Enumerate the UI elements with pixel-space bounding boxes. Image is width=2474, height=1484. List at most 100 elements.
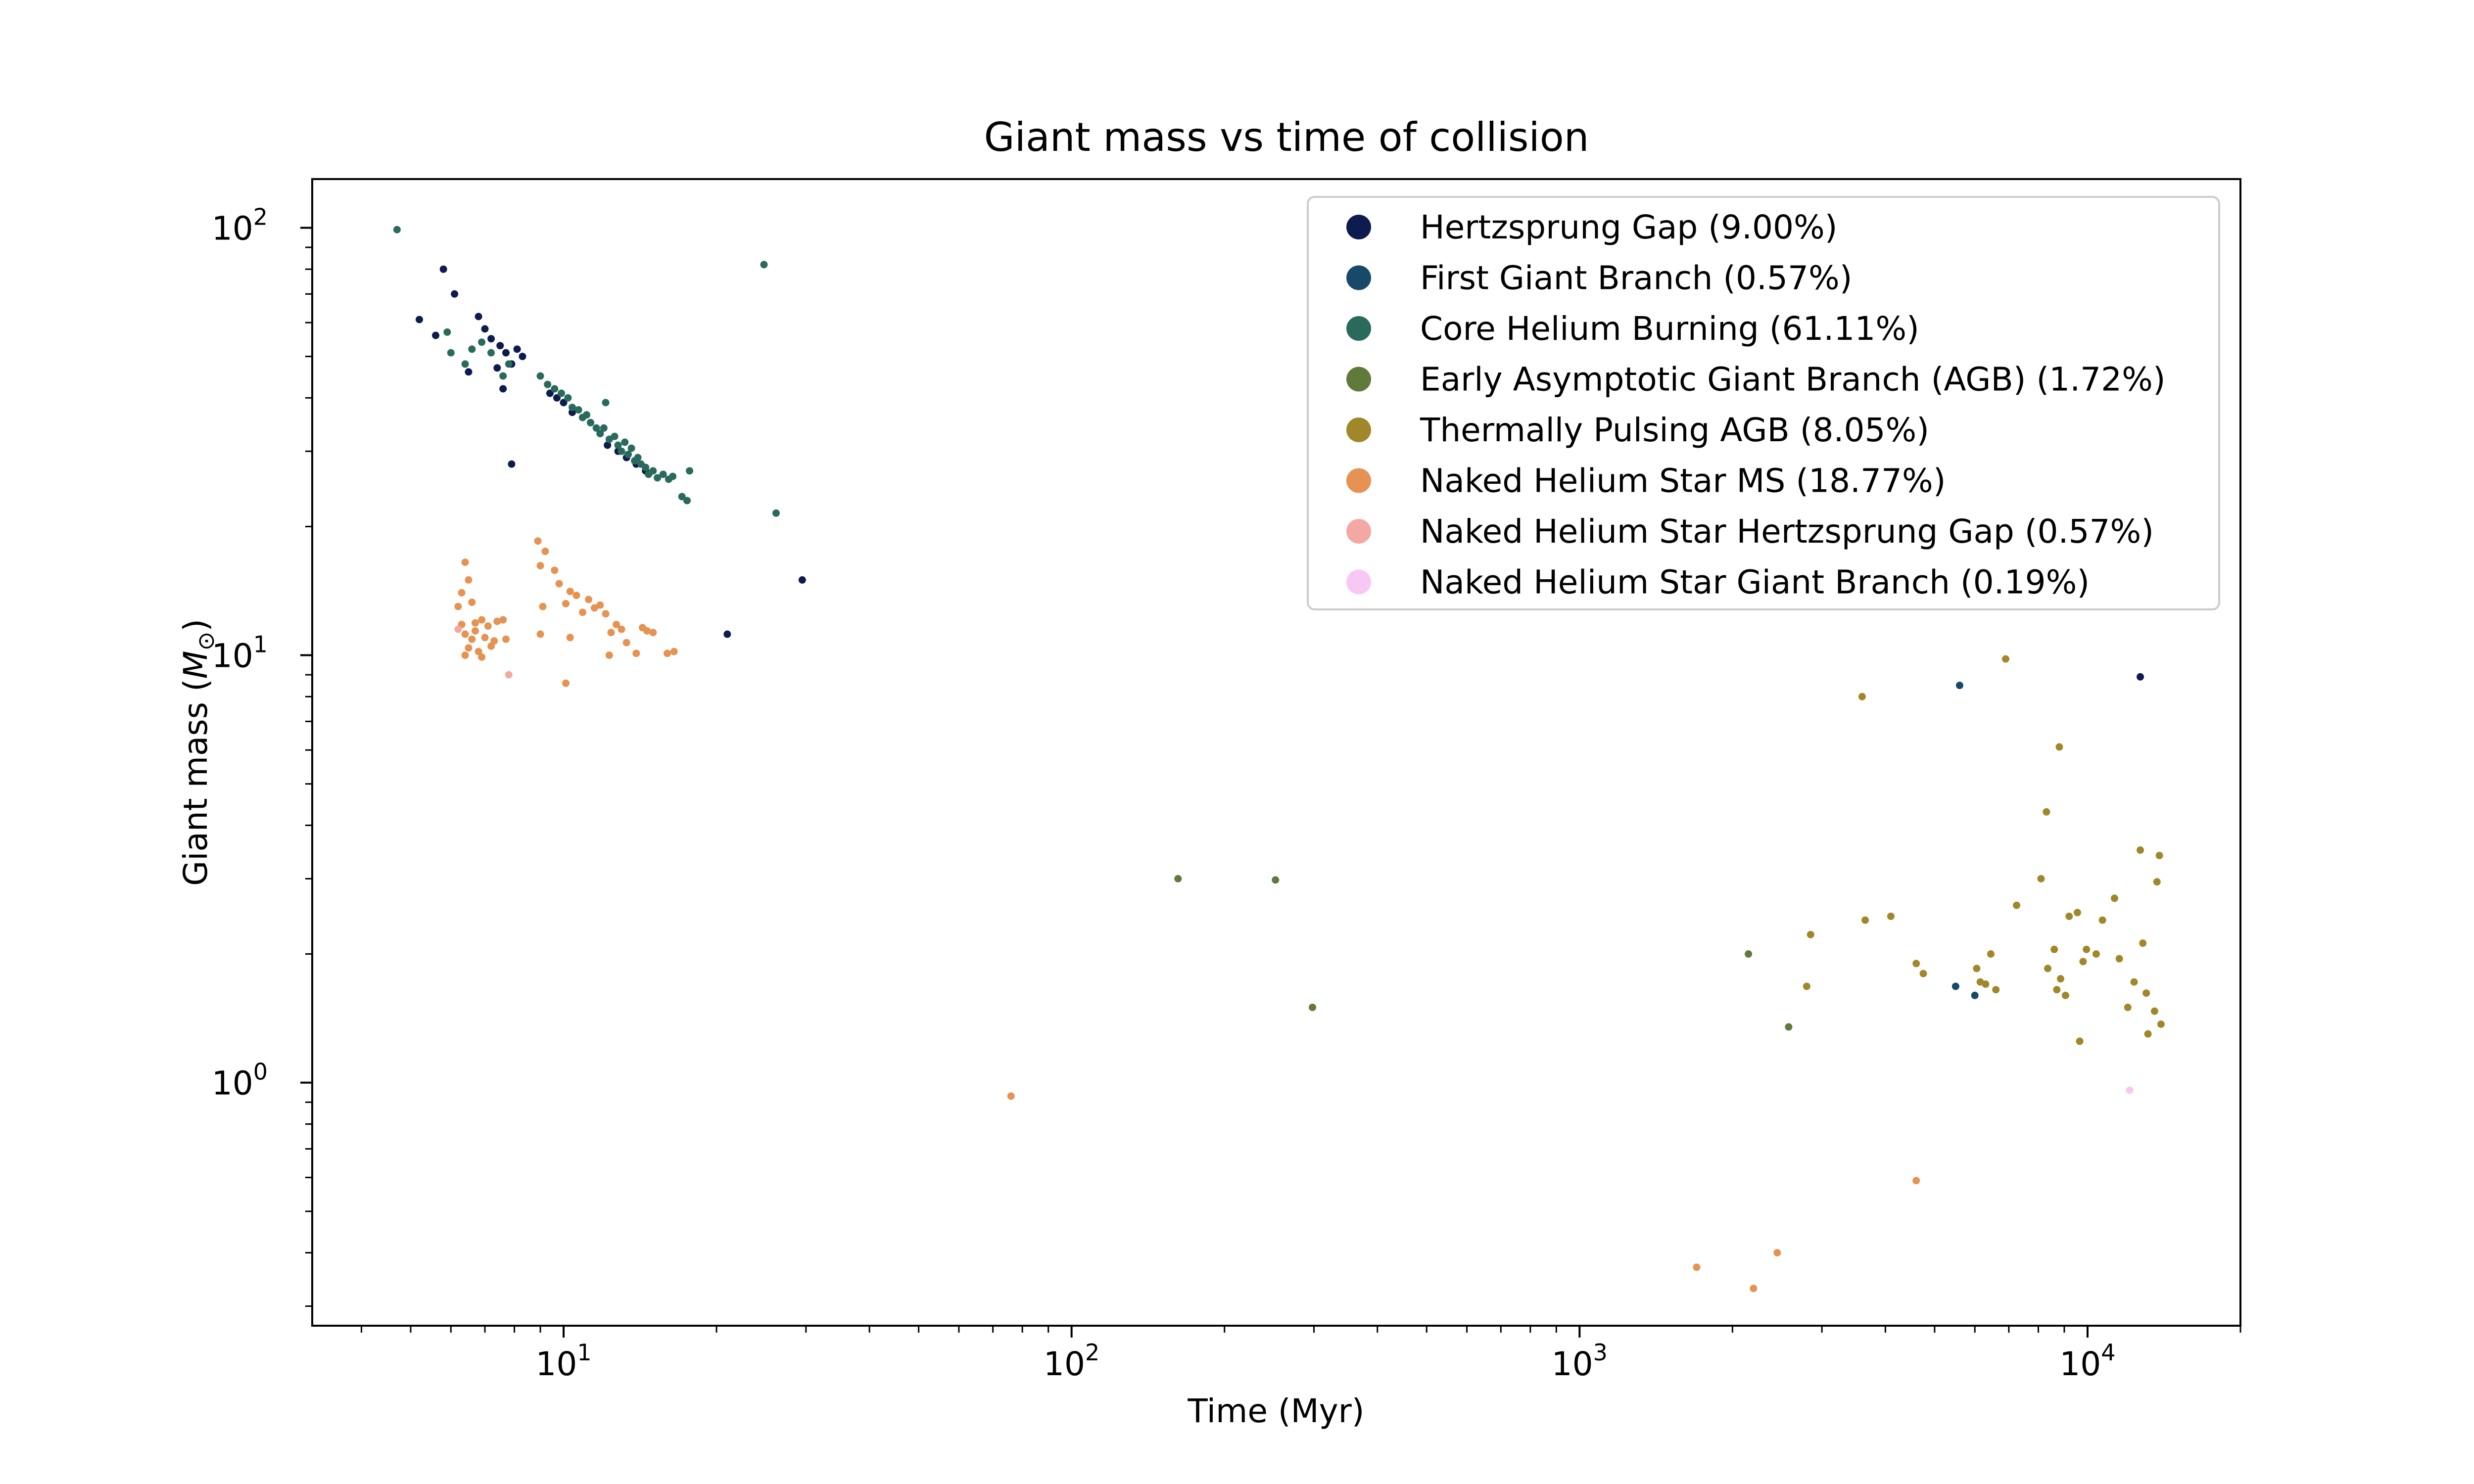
y-tick-label: 100	[212, 1059, 268, 1103]
data-point	[2137, 846, 2144, 854]
data-point	[604, 441, 612, 449]
data-point	[1773, 1249, 1781, 1257]
data-point	[624, 451, 632, 459]
data-point	[502, 349, 510, 357]
data-point	[2083, 945, 2091, 953]
data-point	[487, 349, 495, 357]
data-point	[772, 509, 780, 517]
data-point	[513, 345, 521, 353]
y-axis-label-symbol: M	[177, 650, 215, 679]
data-point	[585, 596, 593, 603]
data-point	[465, 576, 473, 584]
data-point	[613, 620, 620, 628]
data-point	[546, 389, 554, 397]
data-point	[2044, 965, 2052, 973]
data-point	[583, 411, 591, 419]
x-axis-label: Time (Myr)	[1187, 1392, 1364, 1430]
legend-marker	[1346, 417, 1371, 442]
x-tick-label-base: 10	[1552, 1345, 1593, 1383]
data-point	[578, 608, 586, 616]
data-point	[2150, 1007, 2158, 1015]
data-point	[1992, 986, 2000, 994]
data-point	[1745, 950, 1753, 958]
legend-marker	[1346, 215, 1371, 239]
y-tick-label-base: 10	[212, 637, 253, 675]
data-point	[2155, 851, 2163, 859]
data-point	[541, 548, 549, 556]
data-point	[478, 338, 486, 346]
data-point	[1174, 875, 1182, 882]
data-point	[1858, 693, 1866, 700]
data-point	[760, 261, 768, 269]
x-tick-label-exponent: 2	[1085, 1339, 1099, 1366]
legend-items: Hertzsprung Gap (9.00%) First Giant Branc…	[1346, 208, 2166, 602]
data-point	[471, 627, 479, 635]
data-point	[465, 644, 473, 652]
legend-marker	[1346, 519, 1371, 544]
data-point	[1912, 1177, 1920, 1185]
data-point	[502, 635, 510, 643]
data-point	[415, 316, 423, 324]
data-point	[669, 472, 677, 480]
chart-title: Giant mass vs time of collision	[984, 114, 1589, 160]
data-point	[643, 627, 651, 635]
data-point	[590, 604, 598, 612]
data-point	[566, 634, 574, 642]
data-point	[2061, 991, 2069, 999]
y-axis-label: Giant mass (M⊙)	[177, 619, 219, 886]
data-point	[461, 630, 469, 638]
legend-marker	[1346, 316, 1371, 341]
legend-label: Core Helium Burning (61.11%)	[1420, 310, 1919, 348]
data-point	[544, 380, 552, 388]
y-axis-label-text: Giant mass (	[177, 679, 215, 886]
data-point	[555, 580, 563, 588]
y-tick-label-base: 10	[212, 1065, 253, 1103]
data-point	[558, 389, 566, 397]
data-point	[614, 441, 622, 449]
data-point	[2144, 1030, 2152, 1038]
data-point	[587, 418, 595, 426]
data-point	[461, 558, 469, 566]
series-4	[1803, 655, 2165, 1045]
y-axis-label-close: )	[177, 619, 215, 632]
legend-label: Naked Helium Star Giant Branch (0.19%)	[1420, 563, 2090, 602]
data-point	[634, 454, 642, 462]
data-point	[632, 649, 640, 657]
data-point	[551, 566, 559, 574]
data-point	[551, 385, 559, 393]
data-point	[2126, 1086, 2134, 1094]
x-tick-label-exponent: 1	[577, 1339, 591, 1366]
data-point	[618, 625, 625, 633]
y-tick-label-exponent: 2	[253, 203, 268, 230]
data-point	[2065, 912, 2073, 920]
data-point	[678, 493, 686, 501]
data-point	[1987, 950, 1995, 958]
data-point	[607, 629, 615, 637]
data-point	[566, 588, 574, 596]
x-tick-label: 102	[1044, 1339, 1099, 1383]
data-point	[1750, 1285, 1758, 1293]
data-point	[664, 649, 671, 657]
data-point	[622, 639, 630, 647]
data-point	[564, 394, 572, 402]
data-point	[478, 616, 486, 624]
data-point	[686, 467, 694, 475]
data-point	[621, 438, 629, 446]
data-point	[481, 325, 489, 333]
y-tick-label: 102	[212, 203, 268, 247]
x-tick-label: 101	[535, 1339, 591, 1383]
data-point	[493, 617, 501, 625]
data-point	[451, 290, 459, 298]
data-point	[2142, 989, 2150, 997]
data-point	[654, 474, 662, 482]
data-point	[2153, 878, 2161, 886]
data-point	[1309, 1003, 1317, 1011]
data-point	[1803, 982, 1810, 990]
data-point	[478, 653, 486, 661]
data-point	[2110, 894, 2118, 902]
data-point	[481, 634, 489, 642]
x-tick-label-exponent: 4	[2101, 1339, 2115, 1366]
data-point	[1955, 682, 1963, 690]
legend-marker	[1346, 265, 1371, 290]
legend: Hertzsprung Gap (9.00%) First Giant Branc…	[1307, 196, 2220, 610]
